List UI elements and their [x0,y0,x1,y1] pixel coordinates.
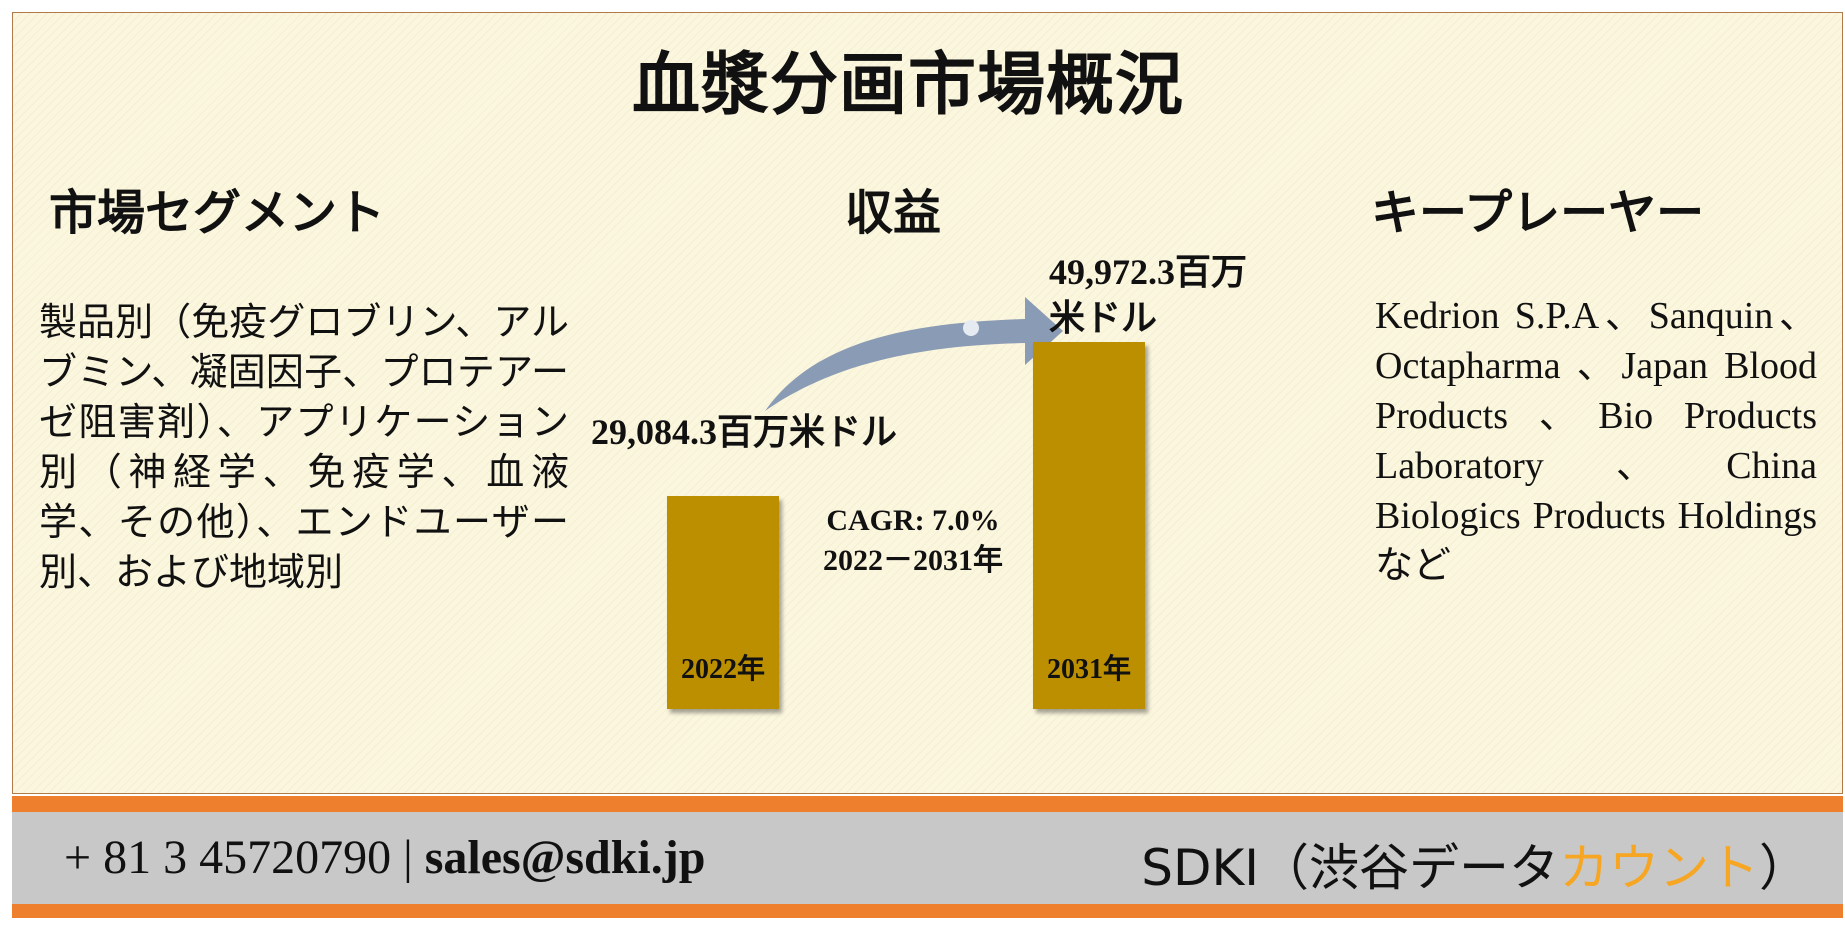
brand-accent: カウント [1559,839,1759,897]
market-segment-heading: 市場セグメント [49,185,386,241]
revenue-heading: 収益 [845,185,942,241]
growth-arrow-icon [765,297,1063,411]
bar-category-label: 2022年 [680,653,765,685]
cagr-period: 2022－2031年 [823,544,1003,577]
bar-2031: 2031年 [1033,342,1145,709]
brand-name: SDKI（渋谷データカウント） [1141,828,1809,900]
footer-bottom-band [12,904,1843,918]
contact-separator: | [391,831,425,884]
market-segment-text: 製品別（免疫グロブリン、アルブミン、凝固因子、プロテアーゼ阻害剤）、アプリケーシ… [39,300,569,594]
cagr-rate: CAGR: 7.0% [826,504,1000,537]
value-label-2031: 49,972.3百万 米ドル [1049,249,1247,341]
value-label-2031-line2: 米ドル [1049,298,1158,338]
page-title: 血漿分画市場概況 [631,45,1184,125]
key-players-heading: キープレーヤー [1371,185,1705,241]
brand-main: SDKI（渋谷データ [1141,839,1559,897]
infographic-panel: 血漿分画市場概況 市場セグメント 収益 キープレーヤー 製品別（免疫グロブリン、… [12,12,1843,794]
footer-top-band [12,796,1843,812]
bar-category-label: 2031年 [1046,653,1131,685]
cagr-annotation: CAGR: 7.0% 2022－2031年 [803,501,1023,581]
phone-number: + 81 3 45720790 [64,831,392,884]
footer: + 81 3 45720790 | sales@sdki.jp SDKI（渋谷デ… [12,812,1843,904]
brand-close: ） [1759,839,1809,897]
value-label-2022: 29,084.3百万米ドル [591,412,898,452]
key-players-text: Kedrion S.P.A、Sanquin、Octapharma 、Japan … [1375,295,1817,587]
value-label-2031-line1: 49,972.3百万 [1049,252,1248,292]
contact-info: + 81 3 45720790 | sales@sdki.jp [64,830,705,885]
email-address: sales@sdki.jp [424,831,706,884]
bar-2022: 2022年 [667,495,779,709]
